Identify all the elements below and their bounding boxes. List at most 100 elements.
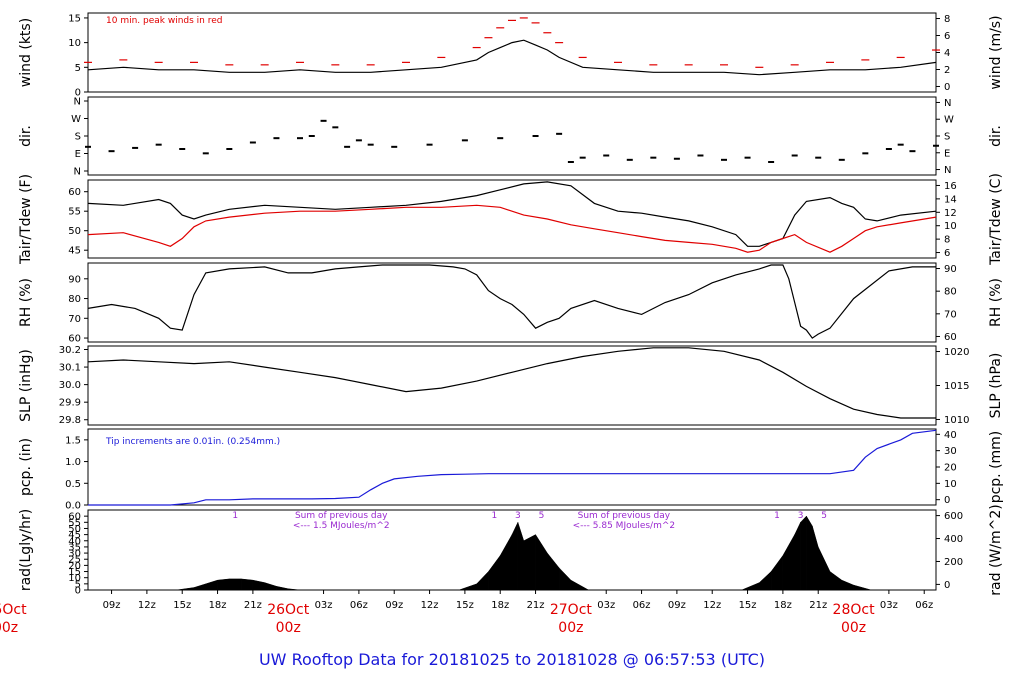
- rad-note: 1: [491, 511, 497, 521]
- dir-series-0-point: [155, 143, 162, 146]
- x-tick-label: 03z: [315, 600, 333, 611]
- rh-series-0-line: [87, 264, 936, 339]
- wind-series-0-line: [87, 39, 937, 76]
- temp-left-tick-label: 60: [68, 187, 81, 198]
- rad-left-tick-label: 5: [75, 579, 81, 590]
- x-tick-label: 21z: [809, 600, 827, 611]
- pcp-left-tick-label: 1.0: [65, 457, 81, 468]
- dir-series-0-point: [567, 161, 574, 163]
- rh-left-tick-label: 90: [68, 274, 81, 285]
- footer-title: UW Rooftop Data for 20181025 to 20181028…: [259, 650, 765, 669]
- day-label-date: 28Oct: [833, 602, 876, 618]
- rad-left-tick-label: 45: [68, 530, 81, 541]
- rad-series-0-area-segment: [558, 567, 572, 591]
- rad-left-tick-label: 15: [68, 567, 81, 578]
- rad-left-tick-label: 40: [68, 536, 81, 547]
- temp-right-tick-label: 6: [944, 248, 950, 259]
- rad-series-0-area-segment: [240, 578, 254, 591]
- dir-right-tick-label: W: [944, 115, 954, 126]
- rad-series-0-area-segment: [547, 552, 560, 591]
- rh-right-tick-label: 90: [944, 264, 957, 275]
- pcp-annotation: Tip increments are 0.01in. (0.254mm.): [105, 437, 280, 447]
- dir-series-0-point: [791, 154, 798, 157]
- dir-series-0-point: [202, 152, 209, 155]
- dir-series-0-point: [862, 152, 869, 155]
- pcp-right-tick-label: 10: [944, 479, 957, 490]
- dir-series-0-point: [461, 139, 468, 142]
- slp-left-tick-label: 29.9: [59, 398, 81, 409]
- rad-series-0-area-segment: [770, 554, 784, 591]
- slp-right-tick-label: 1010: [944, 415, 969, 426]
- dir-series-0-point: [332, 126, 339, 129]
- rad-note: <--- 5.85 MJoules/m^2: [573, 521, 675, 531]
- rad-series-0-area-segment: [812, 525, 819, 591]
- rad-series-0-area-segment: [458, 583, 477, 591]
- rad-left-tick-label: 0: [75, 586, 81, 597]
- dir-frame: [87, 96, 937, 176]
- temp-ylabel-left: Tair/Tdew (F): [18, 174, 34, 265]
- rad-ylabel-right: rad (W/m^2): [988, 504, 1004, 595]
- wind-right-tick-label: 8: [944, 14, 950, 25]
- dir-series-0-point: [273, 137, 280, 140]
- x-tick-label: 12z: [421, 600, 439, 611]
- rad-left-tick-label: 55: [68, 518, 81, 529]
- rad-series-0-area-segment: [287, 588, 301, 591]
- dir-series-0-point: [815, 156, 822, 159]
- pcp-ylabel-right: pcp. (mm): [988, 431, 1004, 504]
- rad-series-0-area-segment: [176, 587, 195, 591]
- rad-series-0-area-segment: [511, 522, 519, 591]
- slp-right-tick-label: 1015: [944, 381, 969, 392]
- x-tick-label: 03z: [597, 600, 615, 611]
- pcp-left-tick-label: 0.0: [65, 501, 81, 512]
- rad-right-tick-label: 0: [944, 580, 950, 591]
- rad-ylabel-left: rad(Lgly/hr): [18, 509, 34, 591]
- slp-left-tick-label: 29.8: [59, 415, 81, 426]
- x-tick-label: 15z: [739, 600, 757, 611]
- day-label-date: 25Oct: [0, 602, 27, 618]
- pcp-series-0-line: [88, 429, 937, 506]
- temp-left-tick-label: 45: [68, 246, 81, 257]
- rh-left-tick-label: 80: [68, 294, 81, 305]
- rad-right-tick-label: 200: [944, 557, 963, 568]
- dir-series-0-point: [556, 132, 563, 135]
- wind-left-tick-label: 5: [75, 63, 81, 74]
- x-tick-label: 18z: [491, 600, 509, 611]
- rad-series-0-area-segment: [205, 579, 218, 591]
- rad-series-0-area-segment: [217, 578, 230, 591]
- dir-left-tick-label: E: [75, 149, 81, 160]
- wind-right-tick-label: 4: [944, 48, 950, 59]
- x-tick-label: 09z: [668, 600, 686, 611]
- dir-series-0-point: [226, 148, 233, 150]
- slp-left-tick-label: 30.2: [59, 345, 81, 356]
- dir-series-0-point: [426, 143, 433, 146]
- slp-ylabel-left: SLP (inHg): [18, 349, 34, 422]
- temp-right-tick-label: 16: [944, 181, 957, 192]
- x-tick-label: 06z: [915, 600, 933, 611]
- rh-right-tick-label: 80: [944, 287, 957, 298]
- pcp-right-tick-label: 30: [944, 446, 957, 457]
- dir-series-0-point: [355, 139, 362, 142]
- dir-series-0-point: [626, 158, 633, 161]
- day-label-date: 26Oct: [267, 602, 310, 618]
- dir-series-0-point: [532, 135, 539, 137]
- dir-series-0-point: [308, 135, 315, 137]
- slp-right-tick-label: 1020: [944, 347, 969, 358]
- rad-series-0-area-segment: [488, 554, 501, 591]
- rad-note: 5: [539, 511, 545, 521]
- dir-ylabel-right: dir.: [988, 125, 1004, 147]
- rad-series-0-area-segment: [817, 546, 831, 591]
- x-tick-label: 06z: [350, 600, 368, 611]
- rad-series-0-area-segment: [523, 534, 536, 591]
- dir-left-tick-label: S: [75, 132, 81, 143]
- rad-series-0-area-segment: [782, 533, 795, 591]
- wind-annotation: 10 min. peak winds in red: [106, 16, 223, 26]
- rad-right-tick-label: 400: [944, 534, 963, 545]
- temp-frame: [87, 179, 937, 259]
- rad-series-0-area-segment: [535, 533, 548, 591]
- rad-series-0-area-segment: [476, 570, 489, 591]
- dir-series-0-point: [768, 161, 775, 163]
- pcp-left-tick-label: 0.5: [65, 479, 81, 490]
- temp-series-tair-line: [87, 181, 937, 247]
- dir-series-0-point: [721, 158, 727, 161]
